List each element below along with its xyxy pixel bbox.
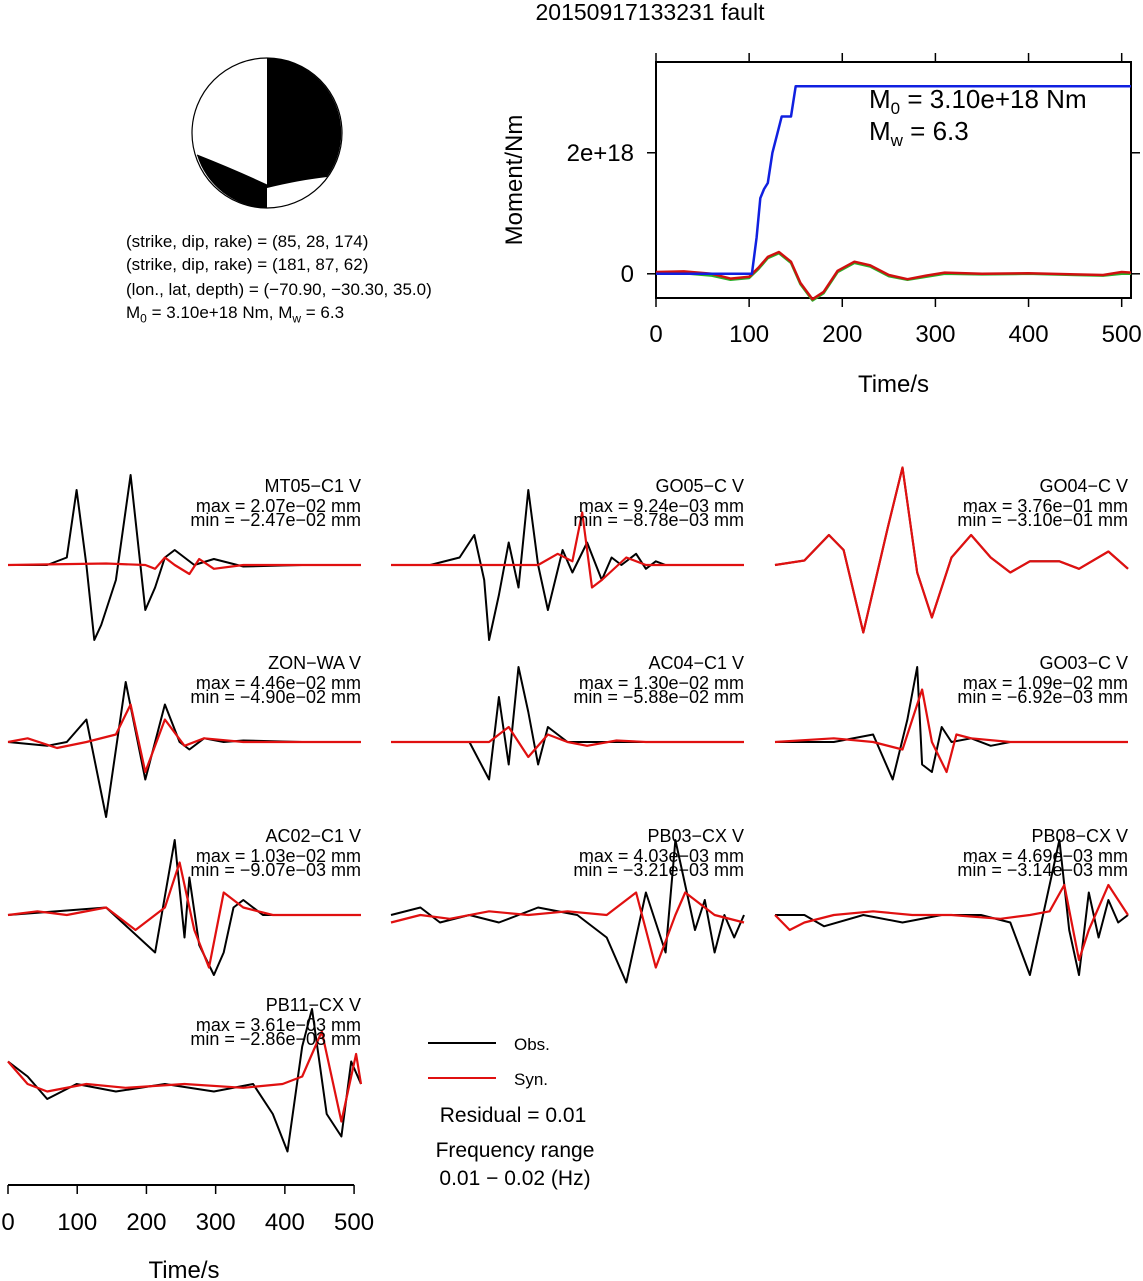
syn-trace (7, 861, 361, 969)
series-line (655, 250, 1132, 301)
obs-trace (391, 489, 744, 641)
moment-rate-chart: 0 100 200 300 400 500 0 2e+18 Time/s Moment/Nm M0 … (501, 53, 1142, 398)
magnitude-annotation: Mw = 6.3 (869, 116, 969, 150)
syn-trace (7, 1030, 363, 1123)
x-tick-label: 500 (334, 1209, 374, 1236)
obs-trace (8, 474, 361, 641)
station-max: max = 1.30e−02 mm (579, 673, 744, 693)
station-name: ZON−WA V (268, 653, 361, 673)
syn-trace (390, 891, 745, 969)
station-max: max = 2.07e−02 mm (196, 496, 361, 516)
legend-syn-label: Syn. (514, 1070, 548, 1089)
syn-trace (391, 725, 744, 759)
station-name: GO05−C V (655, 476, 744, 496)
station-max: max = 4.03e−03 mm (579, 846, 744, 866)
x-tick-label: 300 (196, 1209, 236, 1236)
location: (lon., lat, depth) = (−70.90, −30.30, 35… (126, 280, 432, 299)
station-min: min = −5.88e−02 mm (573, 687, 744, 707)
x-tick-label: 400 (265, 1209, 305, 1236)
station-name: MT05−C1 V (264, 476, 361, 496)
station-max: max = 9.24e−03 mm (579, 496, 744, 516)
residual-text: Residual = 0.01 (440, 1104, 587, 1127)
station-min: min = −9.07e−03 mm (190, 860, 361, 880)
station-min: min = −3.10e−01 mm (957, 510, 1128, 530)
legend-obs-label: Obs. (514, 1035, 550, 1054)
moment-annotation: M0 = 3.10e+18 Nm (869, 84, 1087, 118)
station-min: min = −2.86e−03 mm (190, 1029, 361, 1049)
station-min: min = −8.78e−03 mm (573, 510, 744, 530)
syn-trace (774, 883, 1129, 962)
station-name: PB08−CX V (1031, 826, 1128, 846)
x-tick-label: 0 (649, 321, 662, 348)
nodal-plane-2: (strike, dip, rake) = (181, 87, 62) (126, 255, 369, 274)
station-name: PB03−CX V (647, 826, 744, 846)
station-name: AC02−C1 V (265, 826, 361, 846)
station-name: PB11−CX V (266, 995, 361, 1015)
x-tick-label: 200 (822, 321, 862, 348)
syn-trace (774, 688, 1128, 774)
station-max: max = 4.69e−03 mm (963, 846, 1128, 866)
y-tick-label: 0 (621, 261, 634, 288)
x-axis-label: Time/s (148, 1257, 219, 1281)
x-tick-label: 100 (729, 321, 769, 348)
station-name: AC04−C1 V (648, 653, 744, 673)
station-max: max = 1.09e−02 mm (963, 673, 1128, 693)
station-min: min = −3.21e−03 mm (573, 860, 744, 880)
nodal-plane-1: (strike, dip, rake) = (85, 28, 174) (126, 232, 369, 251)
station-max: max = 3.76e−01 mm (963, 496, 1128, 516)
series-line (656, 84, 1131, 276)
station-min: min = −2.47e−02 mm (190, 510, 361, 530)
moment-magnitude: M0 = 3.10e+18 Nm, Mw = 6.3 (126, 303, 345, 326)
frequency-range: 0.01 − 0.02 (Hz) (439, 1167, 590, 1190)
plot-frame (655, 61, 1132, 299)
syn-trace (391, 511, 744, 589)
x-tick-label: 100 (57, 1209, 97, 1236)
station-max: max = 4.46e−02 mm (196, 673, 361, 693)
station-name: GO03−C V (1039, 653, 1128, 673)
x-tick-label: 0 (1, 1209, 14, 1236)
station-min: min = −4.90e−02 mm (190, 687, 361, 707)
obs-trace (7, 1008, 362, 1153)
station-min: min = −6.92e−03 mm (957, 687, 1128, 707)
station-max: max = 3.61e−03 mm (196, 1015, 361, 1035)
x-tick-label: 300 (915, 321, 955, 348)
legend: Obs. Syn. Residual = 0.01 Frequency rang… (428, 1035, 594, 1190)
frequency-title: Frequency range (436, 1139, 595, 1162)
station-name: GO04−C V (1039, 476, 1128, 496)
station-min: min = −3.14e−03 mm (957, 860, 1128, 880)
obs-trace (775, 666, 1128, 781)
x-tick-label: 200 (126, 1209, 166, 1236)
syn-trace (7, 703, 361, 774)
waveform-time-axis: 0 100 200 300 400 500 Time/s (1, 1184, 374, 1281)
y-tick-label: 2e+18 (567, 140, 634, 167)
syn-trace (7, 556, 361, 576)
obs-trace (775, 839, 1129, 976)
y-axis-label: Moment/Nm (501, 115, 528, 246)
figure-title: 20150917133231 fault (536, 0, 766, 25)
focal-mechanism-beachball (191, 57, 343, 209)
mechanism-info: (strike, dip, rake) = (85, 28, 174) (str… (126, 230, 432, 330)
syn-trace (774, 466, 1129, 634)
station-max: max = 1.03e−02 mm (196, 846, 361, 866)
x-tick-label: 500 (1102, 321, 1142, 348)
x-axis-label: Time/s (858, 371, 929, 398)
x-tick-label: 400 (1009, 321, 1049, 348)
